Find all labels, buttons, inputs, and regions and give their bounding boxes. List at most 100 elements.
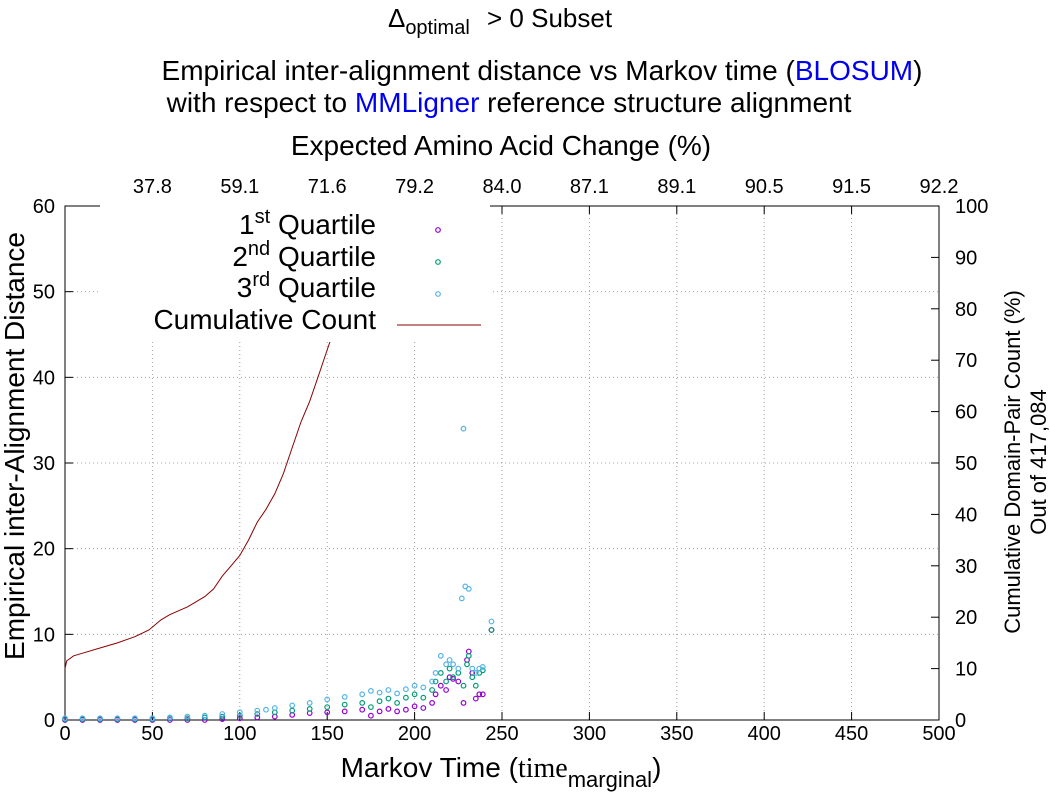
title-blosum: BLOSUM [795, 55, 913, 86]
data-point [324, 696, 331, 703]
data-point [184, 713, 191, 720]
chart-title-line1: Δoptimal > 0 Subset [388, 3, 613, 39]
data-point [236, 715, 243, 722]
data-point [149, 715, 156, 722]
legend-label-q3: 3rd Quartile [237, 269, 376, 303]
data-point [488, 627, 495, 633]
data-point [376, 708, 383, 715]
data-point [306, 706, 313, 712]
data-point [472, 682, 479, 689]
series-2-points [62, 627, 495, 722]
y-tick-label: 40 [33, 367, 55, 389]
x-tick-label: 50 [141, 723, 163, 745]
legend-marker-q2 [435, 259, 441, 265]
data-point [469, 665, 476, 672]
x2-axis-label: Expected Amino Acid Change (%) [291, 130, 711, 161]
grid [65, 206, 939, 720]
data-point [368, 688, 374, 694]
data-point [394, 690, 401, 697]
chart-title-line2: Empirical inter-alignment distance vs Ma… [162, 55, 923, 86]
data-point [385, 695, 392, 702]
data-point [289, 702, 296, 709]
data-point [432, 670, 439, 676]
title-line3-start: with respect to [166, 87, 355, 118]
series-1-points [62, 627, 495, 723]
x-tick-label: 250 [485, 723, 518, 745]
y-tick-label: 0 [44, 710, 55, 732]
x2-tick-labels: 37.8 59.1 71.6 79.2 84.0 87.1 89.1 90.5 91.5 92.2 [133, 176, 959, 198]
data-point [420, 684, 427, 691]
data-point [460, 425, 467, 432]
data-point [114, 715, 121, 722]
legend-label-cumulative: Cumulative Count [153, 304, 376, 335]
data-point [411, 682, 418, 689]
data-point [469, 674, 476, 681]
y2-axis-label-line2: Out of 417,084 [1026, 389, 1050, 535]
data-point [437, 670, 444, 676]
y2-tick-label: 0 [955, 710, 966, 732]
data-point [324, 704, 331, 710]
data-point [443, 678, 450, 685]
x-tick-label: 350 [660, 723, 693, 745]
data-point [420, 705, 427, 711]
data-point [306, 700, 313, 706]
title-delta-symbol: Δ [388, 3, 405, 33]
data-point [201, 712, 208, 719]
data-point [443, 661, 450, 668]
y2-tick-label: 30 [955, 556, 977, 578]
x2-tick-label: 84.0 [483, 176, 522, 198]
x-tick-labels: 0 50 100 150 200 250 300 350 400 450 500 [59, 723, 955, 745]
data-point [394, 700, 401, 706]
data-point [437, 682, 444, 689]
data-point [450, 674, 457, 681]
data-point [446, 657, 453, 663]
data-point [394, 708, 401, 715]
data-point [432, 691, 439, 698]
y2-tick-labels: 0 10 20 30 40 50 60 70 80 90 100 [955, 196, 988, 732]
x-label-subscript: marginal [568, 767, 652, 792]
data-point [455, 665, 462, 672]
x2-tick-label: 87.1 [570, 176, 609, 198]
data-point [437, 652, 444, 659]
legend-marker-q1 [435, 227, 441, 233]
title-line3-end: reference structure alignment [479, 87, 851, 118]
x-tick-label: 100 [223, 723, 256, 745]
x-tick-label: 150 [311, 723, 344, 745]
x-label-end: ) [652, 752, 661, 783]
x2-tick-label: 59.1 [220, 176, 259, 198]
title-delta-subscript: optimal [405, 17, 469, 39]
data-point [465, 586, 472, 592]
data-point [429, 700, 436, 706]
x2-tick-label: 71.6 [308, 176, 347, 198]
data-point [97, 715, 103, 722]
y-tick-label: 30 [33, 453, 55, 475]
x-tick-label: 400 [748, 723, 781, 745]
y-tick-label: 60 [33, 196, 55, 218]
data-point [254, 714, 261, 721]
data-point [432, 678, 439, 685]
data-point [254, 707, 261, 714]
data-point [455, 678, 462, 685]
data-point [341, 694, 348, 700]
y2-axis-label-line1: Cumulative Domain-Pair Count (%) [1000, 290, 1025, 634]
x-tick-label: 450 [835, 723, 868, 745]
x-label-time: time [518, 753, 568, 784]
data-point [479, 691, 486, 698]
data-point [443, 687, 450, 693]
data-point [476, 691, 483, 698]
data-series [62, 205, 495, 723]
y2-tick-label: 90 [955, 247, 977, 269]
x2-tick-label: 92.2 [920, 176, 959, 198]
x-label-start: Markov Time ( [341, 752, 519, 783]
data-point [479, 664, 486, 670]
y2-tick-label: 70 [955, 350, 977, 372]
data-point [368, 704, 374, 710]
x-tick-label: 0 [59, 723, 70, 745]
data-point [219, 711, 226, 717]
data-point [411, 691, 418, 698]
x2-tick-label: 79.2 [395, 176, 434, 198]
data-point [385, 687, 392, 693]
y2-tick-label: 60 [955, 402, 977, 424]
data-point [411, 703, 418, 710]
x2-tick-label: 89.1 [657, 176, 696, 198]
